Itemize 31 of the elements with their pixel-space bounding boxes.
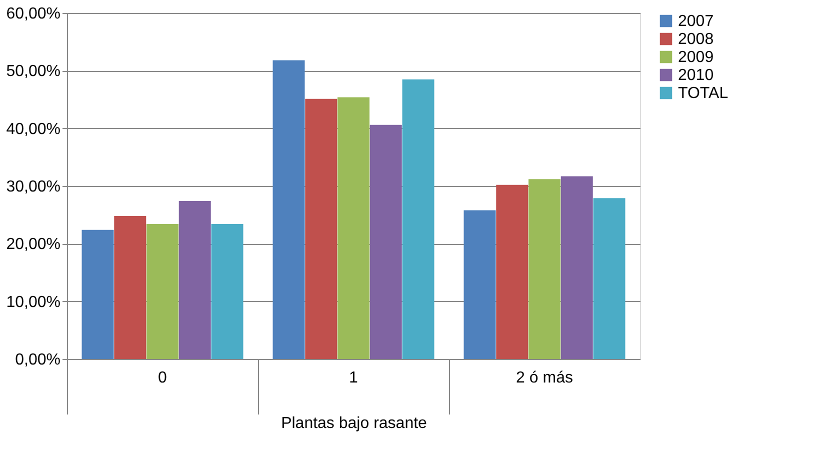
bar: [593, 198, 626, 359]
y-tick-label: 20,00%: [6, 236, 60, 254]
bar: [402, 79, 434, 359]
y-tick-label: 10,00%: [6, 294, 60, 311]
x-axis-title: Plantas bajo rasante: [281, 415, 428, 432]
y-tick-label: 30,00%: [6, 178, 60, 196]
x-tick-label: 1: [349, 370, 358, 386]
legend-label: 2010: [678, 67, 714, 84]
bar: [370, 124, 402, 359]
bar: [82, 230, 114, 359]
bar: [272, 60, 305, 359]
x-tick-label: 2 ó más: [516, 370, 573, 386]
y-tick-label: 60,00%: [6, 6, 60, 22]
y-tick-label: 40,00%: [6, 120, 60, 138]
bar: [114, 216, 146, 359]
legend-label: 2009: [678, 49, 714, 66]
bar: [146, 224, 178, 359]
y-tick-label: 0,00%: [15, 352, 60, 368]
legend-label: 2007: [678, 13, 714, 30]
legend-label: 2008: [678, 31, 714, 48]
bar: [178, 200, 211, 359]
bar: [338, 97, 370, 359]
x-tick-label: 0: [158, 370, 168, 386]
bar: [305, 98, 338, 359]
bar: [496, 184, 528, 359]
legend-label: TOTAL: [678, 85, 728, 102]
y-tick-label: 50,00%: [6, 63, 60, 80]
bar: [464, 210, 496, 359]
bar: [528, 179, 560, 359]
bar: [211, 224, 244, 359]
bar: [560, 176, 593, 359]
